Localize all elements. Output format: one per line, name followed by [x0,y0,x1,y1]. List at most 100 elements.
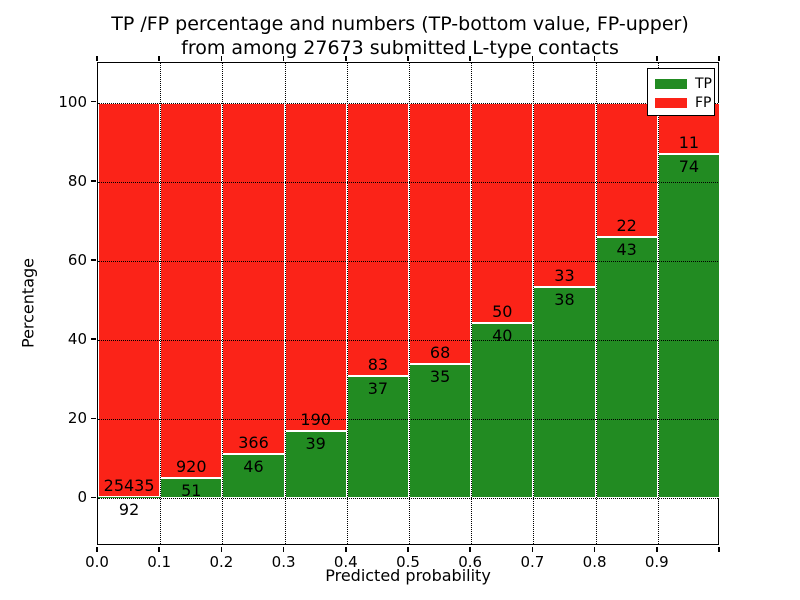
gridline-horizontal [98,181,718,183]
bar-fp-segment [222,102,285,455]
bar-fp-segment [346,102,409,377]
legend-item-tp: TP [655,74,714,93]
x-tick-top [96,55,98,61]
gridline-vertical [409,63,410,544]
bar-tp-count-label: 46 [243,457,264,477]
bar-fp-count-label: 366 [238,433,269,453]
x-tick-top [531,55,534,61]
legend-swatch-fp [655,97,687,108]
bar-fp-segment [533,102,596,287]
bar-fp-segment [471,102,534,323]
bar-tp-segment [533,286,596,499]
gridline-vertical [346,63,348,544]
bar-fp-count-label: 68 [429,342,451,362]
gridline-vertical [284,63,286,544]
chart-title-line2: from among 27673 submitted L-type contac… [181,37,619,59]
x-tick-bottom [220,546,223,552]
x-tick-bottom [718,546,720,552]
bar-tp-count-label: 37 [367,379,389,399]
x-tick-label: 0.0 [85,553,109,571]
y-tick-left [90,259,96,261]
bar-tp-count-label: 92 [118,500,140,520]
chart-title-line1: TP /FP percentage and numbers (TP-bottom… [111,13,689,35]
gridline-vertical [471,63,473,544]
y-tick-left [90,180,96,182]
gridline-horizontal [98,102,718,104]
y-tick-label: 20 [67,409,87,428]
x-tick-bottom [158,546,160,552]
gridline-vertical [222,63,224,544]
bar-tp-count-label: 38 [554,289,575,309]
x-tick-label: 0.5 [396,553,420,571]
x-tick-label: 0.6 [458,553,483,571]
x-tick-label: 0.1 [147,553,172,571]
y-tick-label: 40 [67,330,87,349]
legend-item-fp: FP [655,93,714,112]
y-tick-label: 80 [67,171,87,190]
x-tick-bottom [96,546,98,552]
legend-swatch-tp [655,78,687,89]
gridline-horizontal [98,419,718,421]
x-tick-top [469,55,471,61]
gridline-horizontal [98,498,718,500]
gridline-vertical [533,63,535,544]
x-tick-top [718,55,720,61]
x-tick-label: 0.2 [209,553,234,571]
bar-fp-count-label: 50 [492,301,513,321]
bar-tp-segment [595,236,658,499]
bar-tp-count-label: 43 [616,239,637,259]
bar-fp-count-label: 83 [367,355,389,375]
bar-tp-segment [284,431,347,499]
bar-tp-segment [657,153,720,499]
bar-tp-segment [346,376,409,499]
bar-tp-segment [222,454,285,499]
gridline-horizontal [98,260,718,262]
y-tick-left [90,417,96,420]
x-tick-bottom [345,546,347,552]
gridline-vertical [595,63,597,544]
x-tick-top [656,55,658,61]
bar-tp-segment [471,322,534,499]
bar-fp-segment [160,102,223,478]
gridline-vertical [160,63,162,544]
bar-tp-count-label: 35 [429,366,451,386]
y-tick-label: 60 [67,250,87,269]
x-tick-bottom [469,546,471,552]
y-tick-label: 100 [58,92,87,111]
bar-tp-count-label: 74 [678,156,700,176]
legend-label-tp: TP [695,75,712,92]
y-tick-label: 0 [77,488,87,507]
x-axis-label: Predicted probability [325,566,491,585]
x-tick-label: 0.9 [644,553,669,571]
chart-title: TP /FP percentage and numbers (TP-bottom… [0,12,800,60]
gridline-vertical [657,63,659,544]
bar-fp-count-label: 22 [616,215,637,235]
y-tick-left [90,338,96,340]
y-axis-label: Percentage [18,257,38,349]
x-tick-top [593,55,596,61]
bar-tp-count-label: 51 [181,480,202,500]
x-tick-top [220,55,223,61]
x-tick-label: 0.7 [520,553,545,571]
x-tick-top [158,55,160,61]
bar-fp-count-label: 11 [678,132,700,152]
bar-fp-segment [98,102,161,498]
x-tick-bottom [593,546,596,552]
bar-fp-count-label: 920 [176,456,207,476]
bar-tp-count-label: 40 [492,325,513,345]
bar-fp-count-label: 25435 [103,476,155,496]
bar-fp-count-label: 33 [554,265,575,285]
x-tick-bottom [531,546,534,552]
gridline-horizontal [98,340,718,342]
plot-area: TP FP 25435 92 920 51 366 46 190 39 83 37 68 35 50 40… [97,62,720,545]
y-tick-left [90,496,96,499]
y-tick-left [90,100,96,103]
bar-fp-count-label: 190 [300,410,331,430]
x-tick-label: 0.3 [271,553,296,571]
bar-tp-segment [98,497,161,499]
x-tick-top [407,55,409,61]
x-tick-label: 0.8 [582,553,607,571]
x-tick-label: 0.4 [333,553,358,571]
bar-tp-count-label: 39 [305,434,326,454]
bar-fp-segment [284,102,347,432]
